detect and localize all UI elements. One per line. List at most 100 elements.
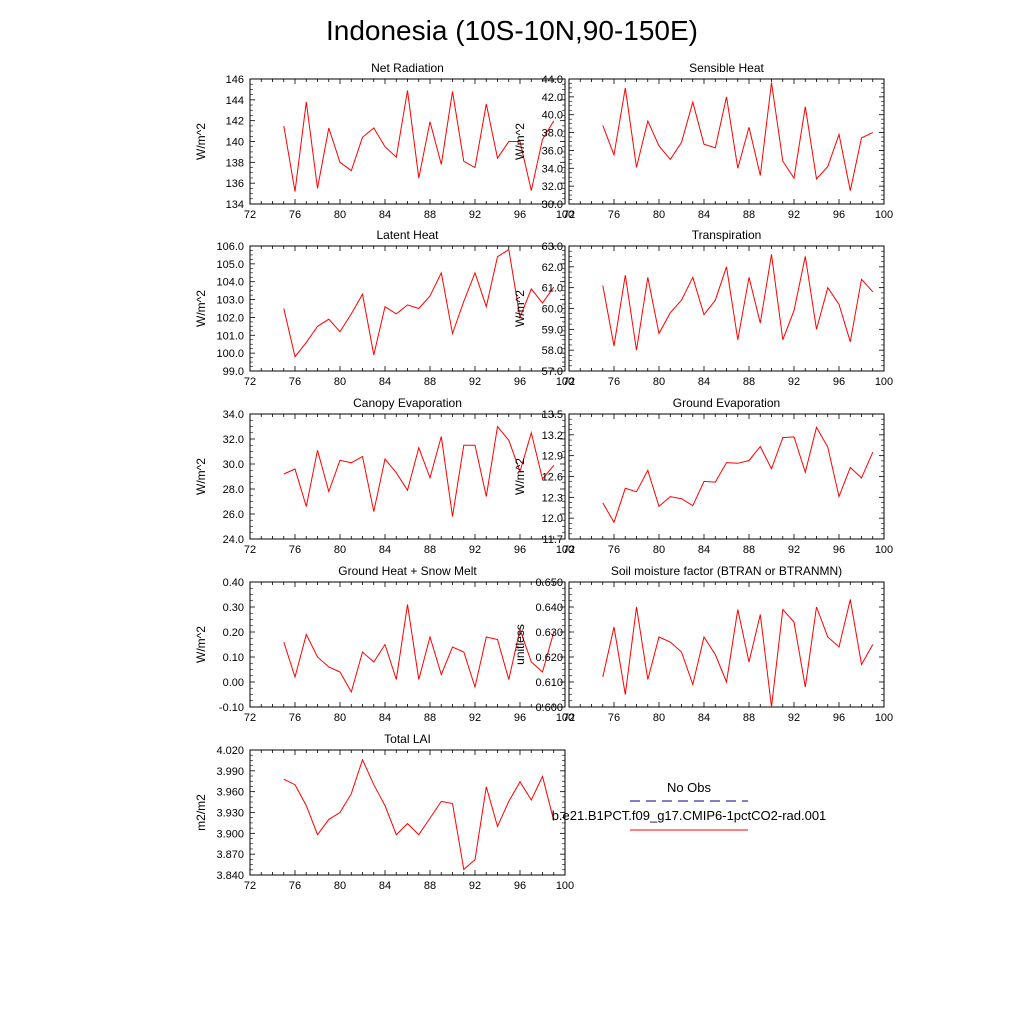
y-tick-label: 13.2 <box>542 430 563 442</box>
y-tick-label: 12.6 <box>542 472 563 484</box>
x-tick-label: 76 <box>289 544 301 556</box>
x-tick-label: 76 <box>289 376 301 388</box>
x-tick-label: 72 <box>244 209 256 221</box>
panel-3: Latent Heat W/m^2 72 76 80 84 88 92 96 100 99.0 100… <box>194 228 574 388</box>
x-tick-label: 80 <box>334 209 346 221</box>
x-tick-label: 96 <box>833 712 845 724</box>
y-tick-label: 142 <box>226 116 244 128</box>
panel-title: Latent Heat <box>376 228 439 242</box>
y-tick-label: 24.0 <box>223 534 244 546</box>
figure-title: Indonesia (10S-10N,90-150E) <box>326 15 698 46</box>
y-tick-label: 12.9 <box>542 451 563 463</box>
x-tick-label: 92 <box>788 712 800 724</box>
y-axis-label: m2/m2 <box>194 794 208 831</box>
y-tick-label: 3.990 <box>216 766 244 778</box>
y-tick-label: 0.30 <box>223 602 244 614</box>
series-line-1 <box>602 599 874 708</box>
x-tick-label: 80 <box>653 544 665 556</box>
x-tick-label: 84 <box>379 712 391 724</box>
y-tick-label: 99.0 <box>223 366 244 378</box>
y-tick-label: 28.0 <box>223 484 244 496</box>
x-tick-label: 100 <box>556 209 574 221</box>
y-tick-label: -0.10 <box>219 702 244 714</box>
panel-title: Total LAI <box>384 732 431 746</box>
x-tick-label: 100 <box>556 880 574 892</box>
x-tick-label: 88 <box>424 209 436 221</box>
series-line-1 <box>602 425 874 524</box>
y-tick-label: 12.3 <box>542 492 563 504</box>
x-tick-label: 88 <box>424 544 436 556</box>
y-tick-label: 3.840 <box>216 870 244 882</box>
series-line-1 <box>283 90 555 192</box>
x-tick-label: 80 <box>653 712 665 724</box>
y-tick-label: 11.7 <box>542 534 563 546</box>
x-tick-label: 88 <box>424 712 436 724</box>
y-tick-label: 140 <box>226 137 244 149</box>
x-tick-label: 84 <box>698 376 710 388</box>
y-tick-label: 38.0 <box>542 128 563 140</box>
x-tick-label: 96 <box>514 544 526 556</box>
x-tick-label: 76 <box>608 209 620 221</box>
y-tick-label: 32.0 <box>542 181 563 193</box>
y-axis-label: W/m^2 <box>194 290 208 327</box>
y-tick-label: 0.10 <box>223 652 244 664</box>
y-tick-label: 32.0 <box>223 434 244 446</box>
x-tick-label: 80 <box>334 880 346 892</box>
y-tick-label: 101.0 <box>216 330 244 342</box>
x-tick-label: 92 <box>469 880 481 892</box>
panel-8: Soil moisture factor (BTRAN or BTRANMN) u… <box>513 564 893 724</box>
y-tick-label: 0.610 <box>535 677 563 689</box>
x-tick-label: 100 <box>556 376 574 388</box>
y-tick-label: 0.40 <box>223 577 244 589</box>
x-tick-label: 96 <box>514 712 526 724</box>
x-tick-label: 100 <box>556 544 574 556</box>
x-tick-label: 100 <box>875 209 893 221</box>
y-tick-label: 0.630 <box>535 627 563 639</box>
x-tick-label: 76 <box>289 209 301 221</box>
x-tick-label: 72 <box>244 712 256 724</box>
panel-title: Sensible Heat <box>689 61 764 75</box>
panel-7: Ground Heat + Snow Melt W/m^2 72 76 80 84 88 92… <box>194 564 574 724</box>
panel-title: Ground Heat + Snow Melt <box>338 564 477 578</box>
y-tick-label: 3.930 <box>216 808 244 820</box>
x-tick-label: 84 <box>379 544 391 556</box>
x-tick-label: 76 <box>289 880 301 892</box>
y-tick-label: 0.650 <box>535 577 563 589</box>
y-tick-label: 42.0 <box>542 92 563 104</box>
panel-title: Canopy Evaporation <box>353 396 462 410</box>
y-tick-label: 40.0 <box>542 110 563 122</box>
x-tick-label: 92 <box>469 209 481 221</box>
x-tick-label: 80 <box>653 209 665 221</box>
plot-frame <box>568 245 885 372</box>
y-tick-label: 4.020 <box>216 745 244 757</box>
x-tick-label: 92 <box>788 209 800 221</box>
x-tick-label: 84 <box>379 376 391 388</box>
panel-title: Ground Evaporation <box>673 396 780 410</box>
y-tick-label: 58.0 <box>542 345 563 357</box>
x-tick-label: 84 <box>379 209 391 221</box>
y-tick-label: 26.0 <box>223 509 244 521</box>
y-tick-label: 138 <box>226 157 244 169</box>
y-tick-label: 34.0 <box>542 163 563 175</box>
x-tick-label: 88 <box>743 209 755 221</box>
y-tick-label: 100.0 <box>216 348 244 360</box>
y-axis-label: W/m^2 <box>513 123 527 160</box>
x-tick-label: 100 <box>875 376 893 388</box>
x-tick-label: 80 <box>334 712 346 724</box>
x-tick-label: 88 <box>424 376 436 388</box>
x-tick-label: 84 <box>698 712 710 724</box>
y-axis-label: W/m^2 <box>513 290 527 327</box>
x-tick-label: 72 <box>244 376 256 388</box>
y-tick-label: 30.0 <box>223 459 244 471</box>
x-tick-label: 96 <box>833 209 845 221</box>
panel-title: Soil moisture factor (BTRAN or BTRANMN) <box>611 564 842 578</box>
y-tick-label: 62.0 <box>542 262 563 274</box>
x-tick-label: 80 <box>334 544 346 556</box>
y-tick-label: 30.0 <box>542 199 563 211</box>
y-tick-label: 36.0 <box>542 145 563 157</box>
panel-title: Net Radiation <box>371 61 444 75</box>
y-axis-label: W/m^2 <box>513 458 527 495</box>
y-axis-label: W/m^2 <box>194 458 208 495</box>
plot-frame <box>568 413 885 540</box>
